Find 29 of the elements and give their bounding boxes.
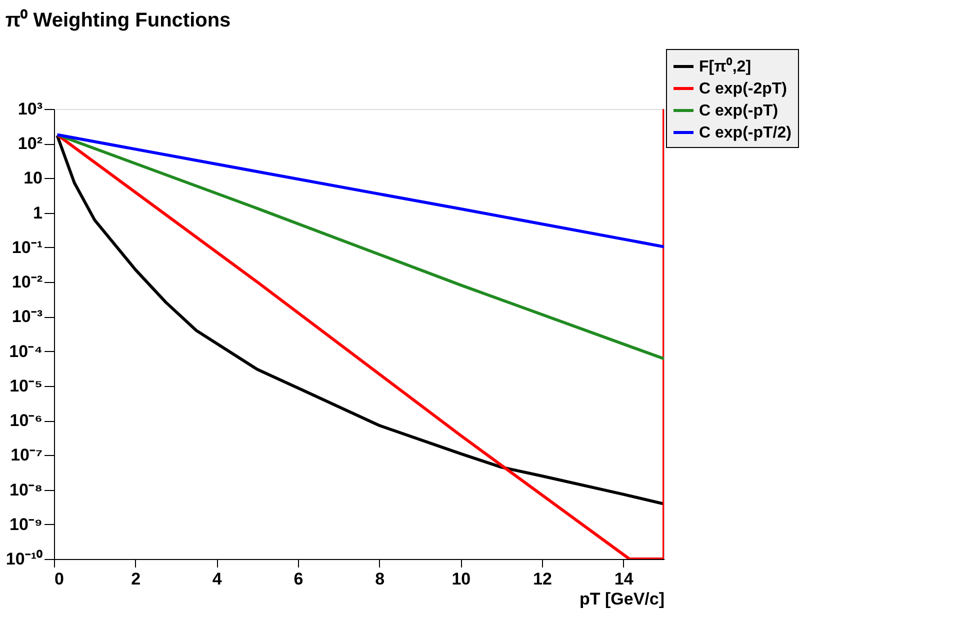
y-tick-label: 10⁻²	[12, 272, 43, 292]
y-tick-label: 10⁻⁵	[10, 376, 42, 396]
y-tick-label: 10⁻⁸	[10, 480, 42, 500]
y-tick-label: 10²	[18, 134, 43, 154]
y-tick-label: 10⁻⁹	[10, 514, 42, 534]
y-tick-label: 10⁻¹⁰	[6, 550, 42, 568]
y-tick-label: 10	[24, 168, 42, 188]
x-axis-title: pT [GeV/c]	[579, 590, 664, 608]
y-tick-label: 10⁻⁶	[10, 411, 42, 430]
line-series	[56, 133, 664, 248]
x-tick-label: 2	[131, 570, 141, 588]
legend-label: F[π⁰,2]	[699, 58, 752, 76]
x-tick-label: 4	[212, 570, 222, 588]
legend-label: C exp(-pT/2)	[699, 124, 792, 142]
x-tick-label: 12	[533, 570, 552, 588]
x-tick-label: 6	[294, 570, 304, 588]
legend-label: C exp(-pT)	[699, 102, 778, 120]
legend-label: C exp(-2pT)	[699, 80, 787, 98]
y-tick-label: 10⁻¹	[12, 238, 43, 257]
chart-title: π⁰ Weighting Functions	[5, 8, 231, 32]
y-tick-label: 10⁻⁷	[10, 446, 42, 465]
x-tick-label: 0	[54, 570, 64, 588]
x-tick-label: 14	[614, 570, 634, 588]
y-tick-label: 10⁻⁴	[9, 342, 42, 361]
x-tick-label: 8	[375, 570, 385, 588]
x-tick-label: 10	[452, 570, 471, 588]
y-tick-label: 10³	[18, 100, 43, 118]
y-tick-label: 1	[33, 203, 42, 222]
y-tick-label: 10⁻³	[12, 307, 43, 326]
